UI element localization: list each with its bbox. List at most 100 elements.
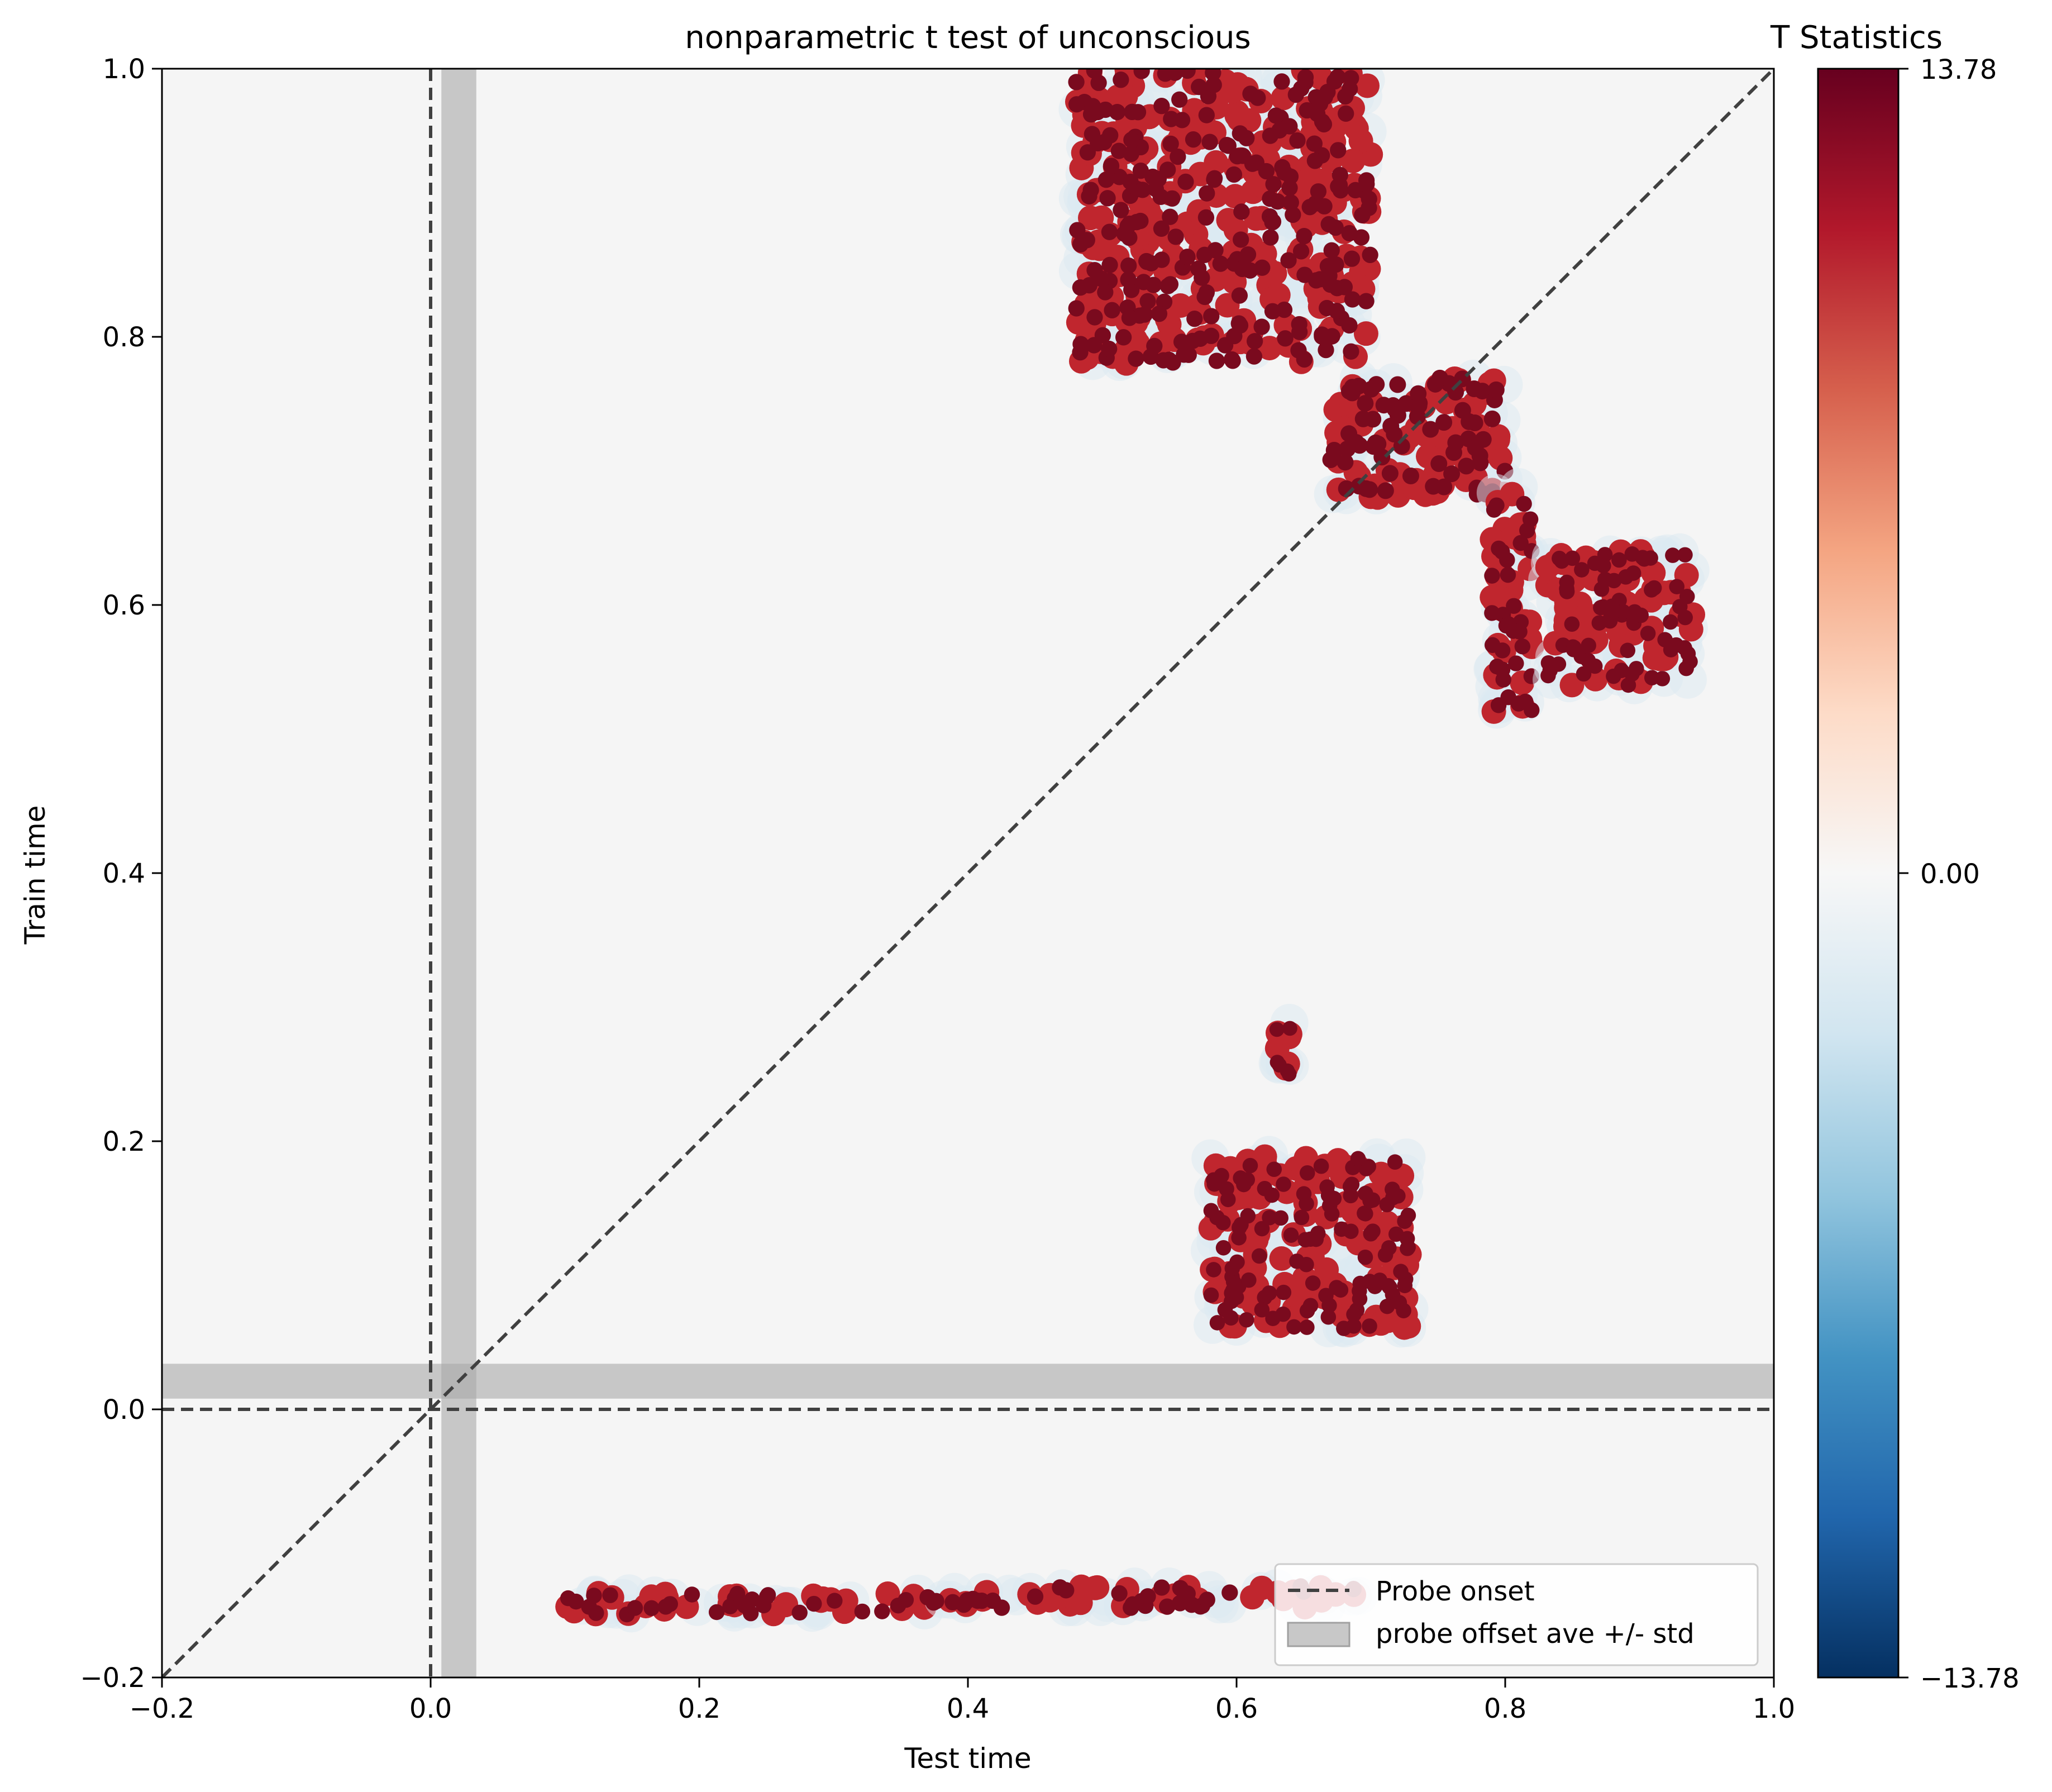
cluster-core	[854, 1603, 871, 1620]
cluster-core	[1086, 69, 1103, 79]
cluster-core	[1490, 697, 1507, 713]
cluster-core	[1221, 1584, 1238, 1601]
cluster-core	[1198, 107, 1215, 123]
cluster-core	[1611, 552, 1627, 568]
cluster-core	[1245, 348, 1263, 365]
cluster-6	[1528, 533, 1710, 704]
cluster-core	[1217, 1302, 1233, 1318]
cluster-core	[1326, 73, 1343, 90]
cluster-core	[1296, 266, 1313, 283]
colorbar-title: T Statistics	[1770, 20, 1943, 56]
cluster-core	[1162, 208, 1178, 225]
cluster-core	[984, 1592, 1001, 1609]
cluster-core	[1254, 259, 1271, 276]
cluster-core	[1218, 137, 1235, 154]
cluster-core	[1180, 346, 1197, 363]
cluster-core	[1294, 1209, 1310, 1226]
y-axis-ticks: −0.2 0.0 0.2 0.4 0.6 0.8 1.0	[80, 54, 162, 1694]
cluster-core	[1124, 103, 1140, 121]
cluster-cell	[1353, 321, 1378, 346]
cluster-core	[1324, 1206, 1340, 1222]
y-tick-label: 1.0	[103, 54, 145, 85]
cluster-core	[1365, 438, 1382, 455]
x-tick-label: 0.8	[1484, 1693, 1526, 1724]
cluster-core	[1246, 333, 1263, 350]
cluster-core	[1350, 478, 1368, 495]
cluster-cell	[1266, 283, 1291, 308]
cluster-core	[586, 1588, 602, 1604]
cluster-core	[1322, 451, 1339, 469]
cluster-core	[1313, 1158, 1329, 1174]
cluster-core	[1668, 637, 1684, 653]
cluster-core	[1254, 1302, 1270, 1318]
cluster-core	[1134, 182, 1151, 198]
cluster-core	[874, 1603, 890, 1619]
x-tick-label: 0.4	[947, 1693, 989, 1724]
cluster-core	[1677, 609, 1693, 626]
cluster-core	[1397, 1278, 1412, 1294]
cluster-core	[1113, 72, 1129, 88]
cluster-cell	[1340, 148, 1366, 173]
cluster-core	[1209, 1315, 1225, 1331]
cluster-core	[1337, 88, 1354, 105]
cluster-core	[1111, 1585, 1128, 1602]
cluster-core	[1291, 323, 1308, 340]
cluster-core	[890, 1598, 906, 1614]
cluster-3	[1258, 1004, 1309, 1085]
cluster-core	[643, 1600, 660, 1617]
cluster-core	[1484, 568, 1500, 584]
cluster-core	[1115, 329, 1132, 346]
cluster-core	[1081, 277, 1098, 294]
cluster-core	[1552, 550, 1567, 566]
cluster-core	[1559, 584, 1575, 599]
cluster-core	[1330, 142, 1347, 159]
cluster-core	[1379, 1197, 1395, 1213]
cluster-core	[1299, 102, 1315, 119]
cluster-core	[1602, 613, 1618, 629]
cluster-core	[1282, 1021, 1297, 1036]
cluster-core	[1348, 433, 1365, 451]
cluster-core	[1068, 74, 1085, 90]
cluster-core	[1153, 220, 1170, 237]
cluster-core	[1393, 1264, 1409, 1279]
cluster-core	[1101, 256, 1118, 274]
cluster-core	[1397, 395, 1415, 412]
cluster-core	[1079, 144, 1096, 161]
cluster-core	[1151, 305, 1168, 322]
cluster-core	[1566, 642, 1582, 657]
cluster-core	[1381, 1278, 1396, 1294]
y-axis-label: Train time	[19, 806, 51, 945]
cluster-cell	[1249, 1575, 1275, 1600]
cluster-core	[1512, 535, 1529, 551]
cluster-core	[1286, 1319, 1302, 1335]
cluster-core	[1381, 465, 1399, 482]
cluster-core	[1068, 300, 1085, 317]
cluster-core	[588, 1605, 604, 1621]
cluster-core	[1336, 279, 1353, 296]
cluster-core	[1123, 131, 1140, 149]
cluster-core	[1576, 666, 1592, 682]
cluster-core	[1162, 135, 1179, 152]
cluster-core	[1262, 229, 1279, 246]
cluster-core	[1097, 171, 1115, 188]
cluster-core	[1205, 77, 1222, 93]
cluster-core	[1342, 1179, 1358, 1195]
cluster-core	[1306, 152, 1324, 169]
cluster-core	[1101, 340, 1118, 358]
colorbar-label-min: −13.78	[1920, 1663, 2020, 1694]
x-tick-label: 0.2	[678, 1693, 720, 1724]
cluster-core	[1265, 176, 1282, 193]
legend-probe-offset-swatch	[1287, 1622, 1350, 1647]
cluster-core	[1079, 232, 1095, 249]
cluster-core	[1199, 185, 1215, 202]
cluster-core	[1500, 566, 1516, 583]
cluster-core	[1346, 1318, 1362, 1334]
cluster-core	[1202, 327, 1220, 344]
cluster-core	[1128, 350, 1144, 367]
cluster-cell	[1077, 206, 1103, 231]
cluster-core	[1682, 654, 1698, 670]
cluster-core	[1357, 1249, 1373, 1265]
cluster-core	[1276, 1284, 1292, 1300]
cluster-core	[1354, 410, 1372, 427]
cluster-core	[1431, 369, 1449, 387]
